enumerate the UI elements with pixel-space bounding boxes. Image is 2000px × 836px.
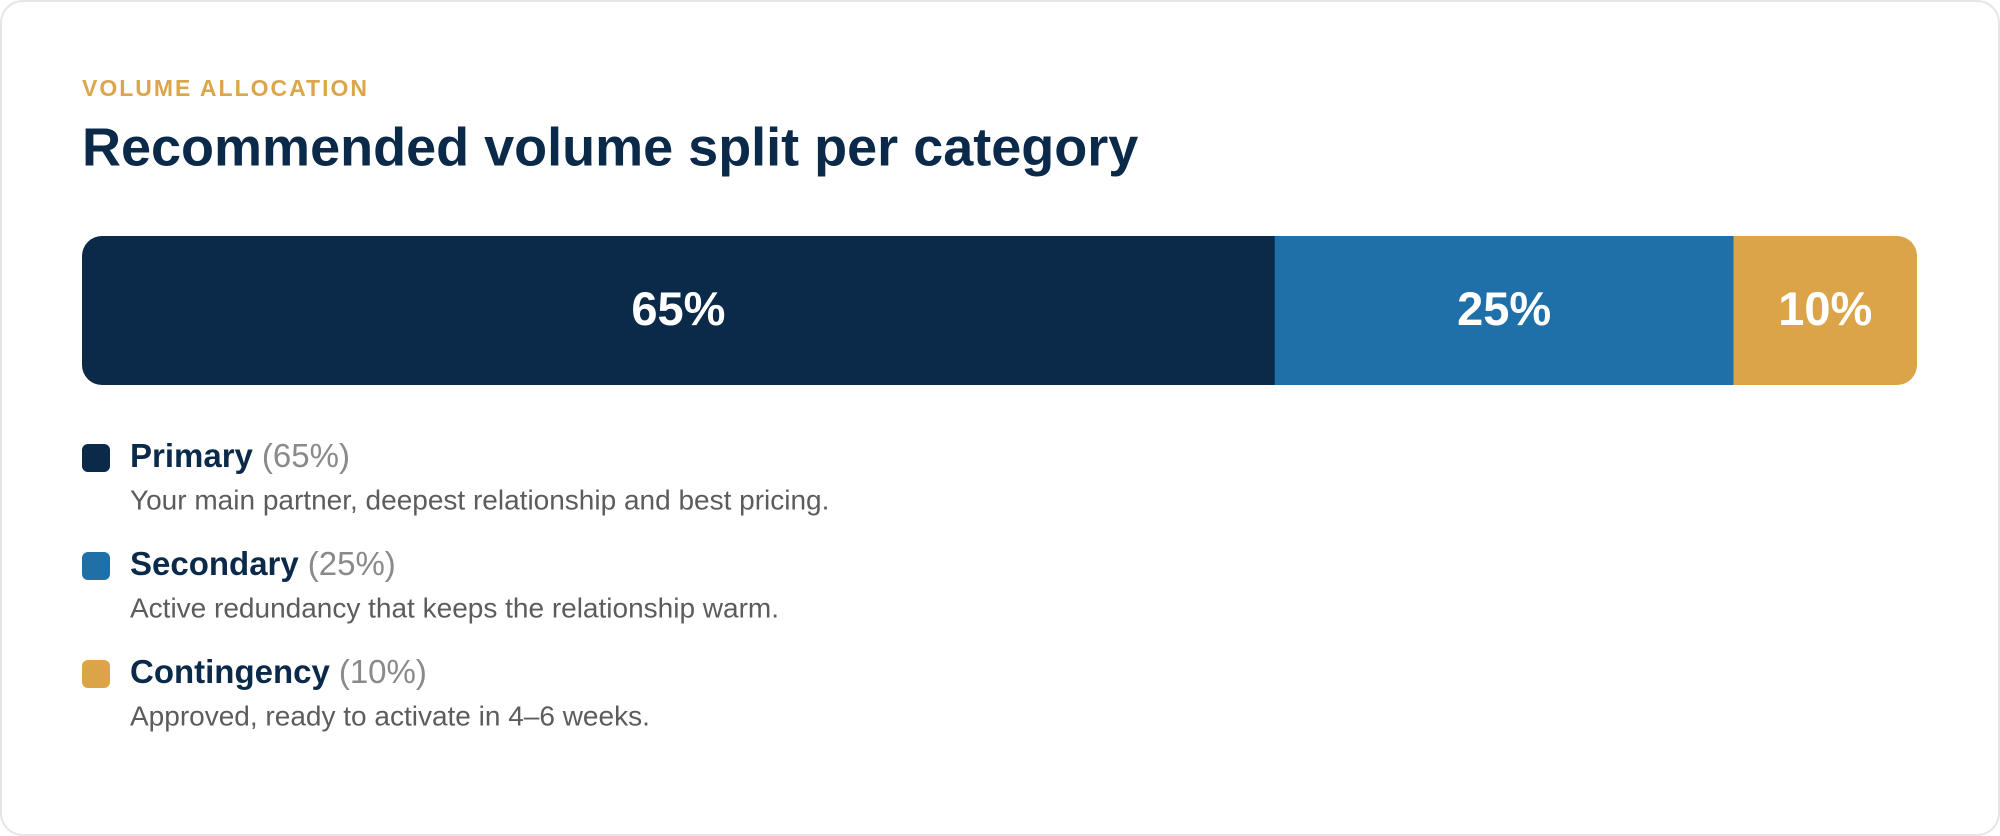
segment-label: 10% bbox=[1778, 282, 1872, 335]
legend-value: (65%) bbox=[262, 437, 350, 474]
legend-value: (10%) bbox=[339, 653, 427, 690]
legend-name: Contingency bbox=[130, 653, 330, 690]
legend-swatch bbox=[82, 444, 110, 472]
legend-entry: Secondary (25%) bbox=[130, 545, 396, 582]
legend-entry: Primary (65%) bbox=[130, 437, 350, 474]
legend-swatch bbox=[82, 552, 110, 580]
legend-name: Secondary bbox=[130, 545, 299, 582]
bar-segment bbox=[1274, 236, 1734, 385]
legend-swatch bbox=[82, 660, 110, 688]
stacked-bar bbox=[82, 236, 1917, 385]
legend-entry: Contingency (10%) bbox=[130, 653, 427, 690]
segment-label: 25% bbox=[1457, 282, 1551, 335]
bar-segment bbox=[82, 236, 1276, 385]
chart-title: Recommended volume split per category bbox=[82, 117, 1138, 177]
legend: Primary (65%) Your main partner, deepest r… bbox=[82, 437, 829, 731]
eyebrow: VOLUME ALLOCATION bbox=[82, 75, 369, 101]
segment-label: 65% bbox=[631, 282, 725, 335]
legend-value: (25%) bbox=[308, 545, 396, 582]
bar-segment bbox=[1733, 236, 1917, 385]
legend-description: Your main partner, deepest relationship … bbox=[130, 484, 829, 515]
legend-description: Active redundancy that keeps the relatio… bbox=[130, 592, 779, 623]
legend-name: Primary bbox=[130, 437, 254, 474]
legend-description: Approved, ready to activate in 4–6 weeks… bbox=[130, 700, 650, 731]
